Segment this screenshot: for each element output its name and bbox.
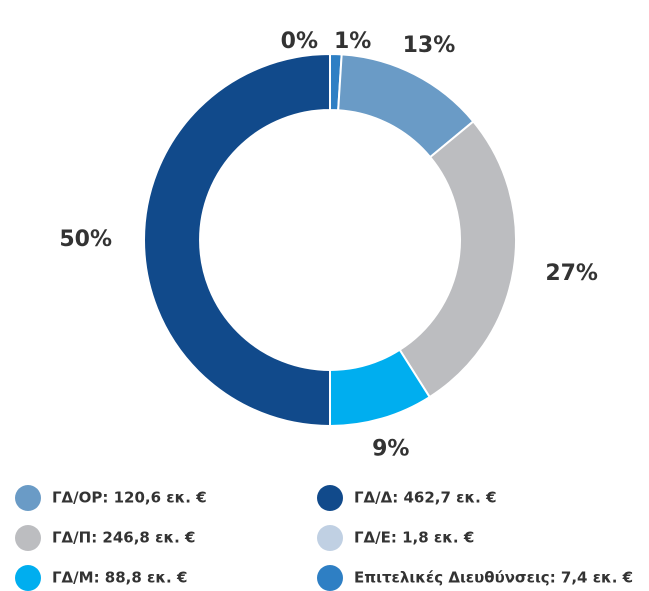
slice-label: 27% — [545, 261, 598, 286]
legend-label: ΓΔ/Π: 246,8 εκ. € — [52, 529, 195, 547]
legend-swatch — [15, 565, 41, 591]
slice-label: 50% — [59, 227, 112, 252]
legend-label: ΓΔ/Μ: 88,8 εκ. € — [52, 569, 187, 587]
legend-label: Επιτελικές Διευθύνσεις: 7,4 εκ. € — [354, 569, 633, 587]
legend-swatch — [317, 565, 343, 591]
slice-label: 0% — [281, 29, 318, 54]
legend-swatch — [317, 485, 343, 511]
legend-label: ΓΔ/Δ: 462,7 εκ. € — [354, 489, 497, 507]
slice-label: 9% — [372, 436, 409, 461]
slice — [398, 120, 517, 399]
slice-label: 13% — [403, 33, 456, 58]
slice — [143, 52, 331, 428]
legend-swatch — [15, 525, 41, 551]
legend-label: ΓΔ/Ε: 1,8 εκ. € — [354, 529, 474, 547]
slice-label: 1% — [334, 29, 371, 54]
legend-swatch — [317, 525, 343, 551]
legend-label: ΓΔ/ΟΡ: 120,6 εκ. € — [52, 489, 207, 507]
legend-swatch — [15, 485, 41, 511]
